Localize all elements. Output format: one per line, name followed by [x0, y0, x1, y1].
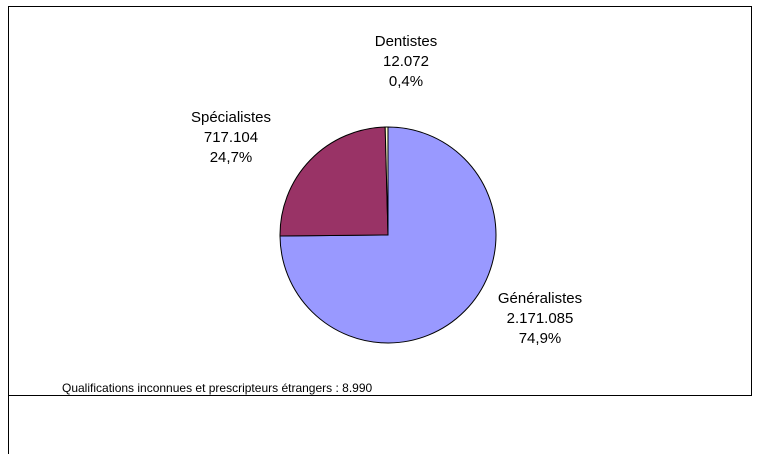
- pie-slice: [279, 126, 389, 237]
- pie-slice: [279, 126, 497, 344]
- percent-label: 0,4%: [389, 73, 423, 90]
- value-label: 12.072: [383, 53, 429, 70]
- percent-label: 74,9%: [519, 330, 562, 347]
- note: Qualifications inconnues et prescripteur…: [62, 381, 372, 395]
- value-label: 717.104: [204, 129, 258, 146]
- pie-slice: [384, 126, 389, 236]
- slice-label: Généralistes: [498, 290, 582, 307]
- value-label: 2.171.085: [507, 310, 574, 327]
- slice-label: Spécialistes: [191, 109, 271, 126]
- slice-label: Dentistes: [375, 33, 438, 50]
- percent-label: 24,7%: [210, 149, 253, 166]
